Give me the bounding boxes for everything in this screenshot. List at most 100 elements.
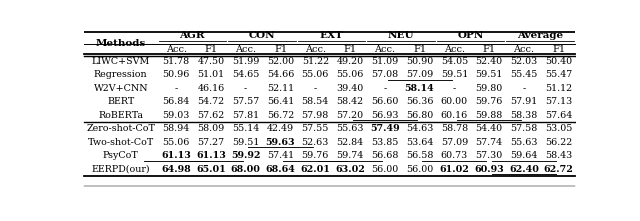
Text: 50.90: 50.90 [406,57,433,66]
Text: 55.06: 55.06 [301,70,329,79]
Text: 55.63: 55.63 [510,138,538,147]
Text: 56.84: 56.84 [163,97,189,106]
Text: 52.84: 52.84 [337,138,364,147]
Text: AGR: AGR [180,31,205,40]
Text: NEU: NEU [388,31,414,40]
Text: 53.05: 53.05 [545,124,572,133]
Text: 50.40: 50.40 [545,57,572,66]
Text: 56.00: 56.00 [371,165,399,174]
Text: -: - [175,84,178,93]
Text: 58.14: 58.14 [404,84,435,93]
Text: 54.72: 54.72 [197,97,225,106]
Text: Zero-shot-CoT: Zero-shot-CoT [86,124,156,133]
Text: F1: F1 [483,45,496,53]
Text: 56.36: 56.36 [406,97,433,106]
Text: 65.01: 65.01 [196,165,226,174]
Text: EXT: EXT [319,31,344,40]
Text: 51.78: 51.78 [163,57,189,66]
Text: 68.64: 68.64 [266,165,296,174]
Text: 59.64: 59.64 [510,151,538,160]
Text: 58.38: 58.38 [510,111,538,120]
Text: 46.16: 46.16 [197,84,225,93]
Text: 56.93: 56.93 [371,111,399,120]
Text: -: - [452,84,456,93]
Text: 59.63: 59.63 [266,138,295,147]
Text: 62.40: 62.40 [509,165,539,174]
Text: 56.41: 56.41 [267,97,294,106]
Text: Two-shot-CoT: Two-shot-CoT [88,138,154,147]
Text: 52.63: 52.63 [301,138,329,147]
Text: 53.64: 53.64 [406,138,433,147]
Text: 57.08: 57.08 [371,70,399,79]
Text: 57.41: 57.41 [267,151,294,160]
Text: Acc.: Acc. [166,45,187,53]
Text: 59.51: 59.51 [476,70,503,79]
Text: 51.09: 51.09 [371,57,399,66]
Text: 57.49: 57.49 [370,124,399,133]
Text: 53.85: 53.85 [371,138,399,147]
Text: Average: Average [517,31,563,40]
Text: 57.64: 57.64 [545,111,572,120]
Text: -: - [522,84,525,93]
Text: CON: CON [248,31,275,40]
Text: 58.94: 58.94 [163,124,189,133]
Text: 59.76: 59.76 [476,97,503,106]
Text: 61.02: 61.02 [440,165,469,174]
Text: 59.51: 59.51 [232,138,259,147]
Text: W2V+CNN: W2V+CNN [93,84,148,93]
Text: 59.51: 59.51 [441,70,468,79]
Text: 60.16: 60.16 [441,111,468,120]
Text: 39.40: 39.40 [337,84,364,93]
Text: 52.00: 52.00 [267,57,294,66]
Text: 60.00: 60.00 [441,97,468,106]
Text: F1: F1 [552,45,565,53]
Text: 57.91: 57.91 [510,97,538,106]
Text: 59.80: 59.80 [476,84,503,93]
Text: 57.09: 57.09 [441,138,468,147]
Text: 58.43: 58.43 [545,151,572,160]
Text: 61.13: 61.13 [161,151,191,160]
Text: 60.93: 60.93 [474,165,504,174]
Text: 55.47: 55.47 [545,70,572,79]
Text: 57.30: 57.30 [476,151,503,160]
Text: Acc.: Acc. [235,45,256,53]
Text: 55.63: 55.63 [336,124,364,133]
Text: F1: F1 [274,45,287,53]
Text: Acc.: Acc. [444,45,465,53]
Text: -: - [383,84,387,93]
Text: 54.65: 54.65 [232,70,259,79]
Text: 50.96: 50.96 [163,70,190,79]
Text: 54.66: 54.66 [267,70,294,79]
Text: 57.27: 57.27 [197,138,225,147]
Text: 59.88: 59.88 [476,111,503,120]
Text: 56.58: 56.58 [406,151,433,160]
Text: 57.09: 57.09 [406,70,433,79]
Text: 56.68: 56.68 [371,151,399,160]
Text: F1: F1 [344,45,356,53]
Text: 62.72: 62.72 [544,165,573,174]
Text: 68.00: 68.00 [231,165,260,174]
Text: 55.14: 55.14 [232,124,259,133]
Text: 51.99: 51.99 [232,57,259,66]
Text: 52.11: 52.11 [267,84,294,93]
Text: 61.13: 61.13 [196,151,226,160]
Text: 57.55: 57.55 [301,124,329,133]
Text: 55.06: 55.06 [163,138,190,147]
Text: 56.60: 56.60 [371,97,399,106]
Text: 58.78: 58.78 [441,124,468,133]
Text: 57.74: 57.74 [476,138,503,147]
Text: 49.20: 49.20 [337,57,364,66]
Text: 63.02: 63.02 [335,165,365,174]
Text: 57.81: 57.81 [232,111,259,120]
Text: 58.54: 58.54 [301,97,329,106]
Text: PsyCoT: PsyCoT [103,151,139,160]
Text: Acc.: Acc. [374,45,396,53]
Text: 64.98: 64.98 [161,165,191,174]
Text: -: - [244,84,247,93]
Text: 56.72: 56.72 [267,111,294,120]
Text: RoBERTa: RoBERTa [99,111,143,120]
Text: 59.92: 59.92 [231,151,260,160]
Text: 60.73: 60.73 [441,151,468,160]
Text: 57.57: 57.57 [232,97,259,106]
Text: 54.05: 54.05 [441,57,468,66]
